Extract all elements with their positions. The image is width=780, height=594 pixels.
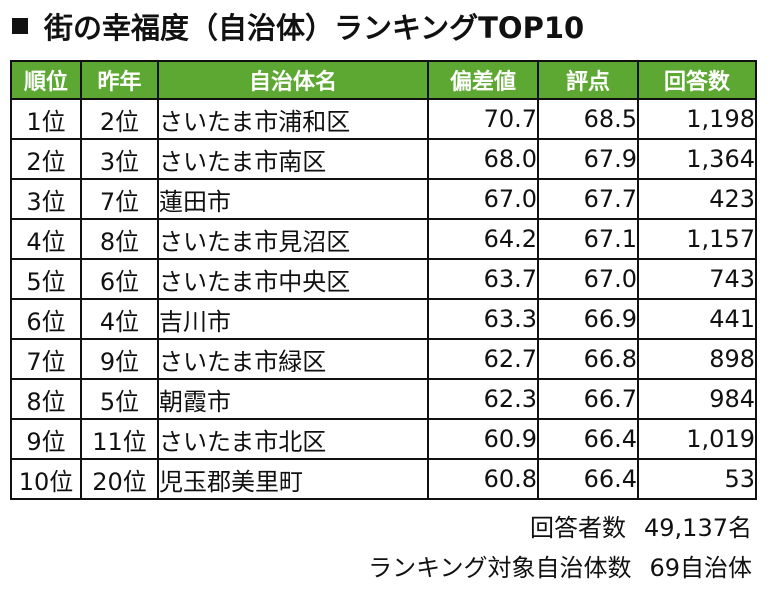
cell-rank: 4位	[10, 218, 82, 260]
cell-municipality: さいたま市中央区	[157, 258, 429, 300]
cell-last-year: 5位	[80, 378, 159, 420]
cell-last-year: 2位	[80, 98, 159, 140]
table-row: 7位 9位 さいたま市緑区 62.7 66.8 898	[10, 338, 757, 380]
cell-last-year: 8位	[80, 218, 159, 260]
table-row: 10位 20位 児玉郡美里町 60.8 66.4 53	[10, 458, 757, 500]
square-bullet-icon	[12, 18, 28, 34]
cell-responses: 1,364	[637, 138, 757, 180]
cell-deviation: 67.0	[427, 178, 539, 220]
respondents-note: 回答者数 49,137名	[530, 508, 752, 543]
table-header: 順位 昨年 自治体名 偏差値 評点 回答数	[10, 60, 757, 100]
cell-responses: 53	[637, 458, 757, 500]
cell-score: 67.7	[537, 178, 639, 220]
cell-deviation: 62.3	[427, 378, 539, 420]
cell-score: 66.7	[537, 378, 639, 420]
cell-rank: 7位	[10, 338, 82, 380]
table-row: 5位 6位 さいたま市中央区 63.7 67.0 743	[10, 258, 757, 300]
table-row: 6位 4位 吉川市 63.3 66.9 441	[10, 298, 757, 340]
cell-last-year: 7位	[80, 178, 159, 220]
cell-deviation: 63.7	[427, 258, 539, 300]
cell-score: 66.9	[537, 298, 639, 340]
header-rank: 順位	[10, 60, 82, 100]
cell-deviation: 70.7	[427, 98, 539, 140]
municipalities-value: 69自治体	[649, 554, 752, 582]
cell-deviation: 63.3	[427, 298, 539, 340]
cell-score: 66.4	[537, 458, 639, 500]
cell-rank: 8位	[10, 378, 82, 420]
cell-last-year: 9位	[80, 338, 159, 380]
header-deviation: 偏差値	[427, 60, 539, 100]
cell-score: 67.1	[537, 218, 639, 260]
header-score: 評点	[537, 60, 639, 100]
cell-rank: 3位	[10, 178, 82, 220]
cell-last-year: 20位	[80, 458, 159, 500]
cell-responses: 441	[637, 298, 757, 340]
cell-last-year: 11位	[80, 418, 159, 460]
ranking-table: 順位 昨年 自治体名 偏差値 評点 回答数 1位 2位 さいたま市浦和区 70.…	[10, 60, 757, 500]
cell-municipality: さいたま市緑区	[157, 338, 429, 380]
cell-rank: 6位	[10, 298, 82, 340]
cell-municipality: さいたま市見沼区	[157, 218, 429, 260]
municipalities-label: ランキング対象自治体数	[368, 554, 632, 582]
cell-deviation: 60.9	[427, 418, 539, 460]
table-row: 3位 7位 蓮田市 67.0 67.7 423	[10, 178, 757, 220]
cell-last-year: 6位	[80, 258, 159, 300]
header-row: 順位 昨年 自治体名 偏差値 評点 回答数	[10, 60, 757, 100]
cell-score: 66.4	[537, 418, 639, 460]
cell-municipality: 児玉郡美里町	[157, 458, 429, 500]
cell-rank: 2位	[10, 138, 82, 180]
table-row: 4位 8位 さいたま市見沼区 64.2 67.1 1,157	[10, 218, 757, 260]
cell-score: 67.0	[537, 258, 639, 300]
table-row: 1位 2位 さいたま市浦和区 70.7 68.5 1,198	[10, 98, 757, 140]
header-responses: 回答数	[637, 60, 757, 100]
cell-score: 68.5	[537, 98, 639, 140]
cell-responses: 898	[637, 338, 757, 380]
page-title: 街の幸福度（自治体）ランキングTOP10	[10, 0, 770, 52]
cell-municipality: 蓮田市	[157, 178, 429, 220]
cell-responses: 423	[637, 178, 757, 220]
cell-deviation: 64.2	[427, 218, 539, 260]
cell-responses: 743	[637, 258, 757, 300]
table-row: 8位 5位 朝霞市 62.3 66.7 984	[10, 378, 757, 420]
municipalities-note: ランキング対象自治体数 69自治体	[368, 548, 752, 583]
header-last-year: 昨年	[80, 60, 159, 100]
cell-rank: 1位	[10, 98, 82, 140]
cell-responses: 1,019	[637, 418, 757, 460]
table-row: 9位 11位 さいたま市北区 60.9 66.4 1,019	[10, 418, 757, 460]
cell-score: 67.9	[537, 138, 639, 180]
title-text: 街の幸福度（自治体）ランキングTOP10	[44, 11, 585, 45]
cell-responses: 1,198	[637, 98, 757, 140]
cell-municipality: 吉川市	[157, 298, 429, 340]
cell-deviation: 68.0	[427, 138, 539, 180]
cell-municipality: さいたま市浦和区	[157, 98, 429, 140]
cell-score: 66.8	[537, 338, 639, 380]
header-municipality: 自治体名	[157, 60, 429, 100]
cell-municipality: さいたま市北区	[157, 418, 429, 460]
cell-municipality: さいたま市南区	[157, 138, 429, 180]
table-row: 2位 3位 さいたま市南区 68.0 67.9 1,364	[10, 138, 757, 180]
cell-municipality: 朝霞市	[157, 378, 429, 420]
cell-rank: 5位	[10, 258, 82, 300]
cell-last-year: 3位	[80, 138, 159, 180]
respondents-label: 回答者数	[530, 514, 627, 542]
cell-responses: 1,157	[637, 218, 757, 260]
respondents-value: 49,137名	[644, 514, 752, 542]
cell-last-year: 4位	[80, 298, 159, 340]
cell-rank: 10位	[10, 458, 82, 500]
cell-deviation: 60.8	[427, 458, 539, 500]
cell-responses: 984	[637, 378, 757, 420]
table-body: 1位 2位 さいたま市浦和区 70.7 68.5 1,198 2位 3位 さいた…	[10, 98, 757, 500]
cell-deviation: 62.7	[427, 338, 539, 380]
cell-rank: 9位	[10, 418, 82, 460]
